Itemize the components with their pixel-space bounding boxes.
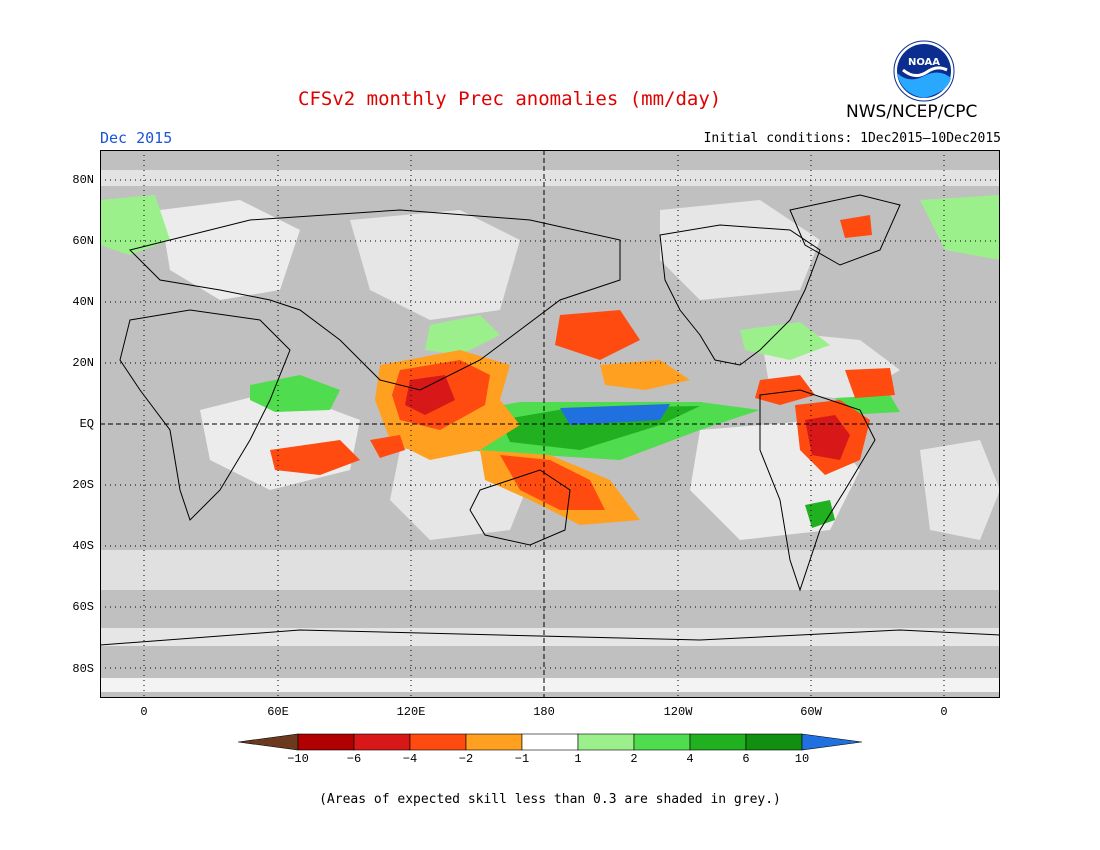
- month-label: Dec 2015: [100, 129, 173, 147]
- north-pacific-dry: [555, 310, 640, 360]
- lat-label: EQ: [79, 417, 94, 431]
- greenland-coast: [789, 194, 901, 266]
- colorbar-segment: [689, 733, 747, 751]
- lon-label: 120E: [396, 705, 426, 719]
- colorbar-label: 1: [574, 752, 582, 766]
- skill-footnote: (Areas of expected skill less than 0.3 a…: [319, 792, 781, 807]
- lon-label: 0: [940, 705, 948, 719]
- colorbar-segment: [633, 733, 691, 751]
- colorbar-label: −4: [402, 752, 418, 766]
- reference-lines: [100, 150, 1000, 698]
- southern-africa-dry: [270, 440, 360, 475]
- colorbar-label: −10: [287, 752, 309, 766]
- africa-coast: [119, 309, 291, 521]
- north-america-coast: [659, 224, 821, 366]
- lat-label: 40S: [72, 539, 94, 553]
- precipitation-anomaly-map: [100, 150, 1000, 698]
- colorbar-segment: [409, 733, 467, 751]
- caribbean-dry: [755, 375, 815, 405]
- west-pacific-north-wet: [425, 315, 500, 355]
- colorbar-label: 6: [742, 752, 750, 766]
- colorbar-label: 2: [630, 752, 638, 766]
- skill-white-areas: [100, 170, 1000, 692]
- colorbar-segment: [745, 733, 803, 751]
- colorbar-segment: [238, 733, 299, 751]
- graticule: [100, 150, 1000, 698]
- india-ocean-dry: [370, 435, 405, 458]
- eurasia-coast: [129, 209, 621, 391]
- central-pacific-max: [560, 404, 670, 425]
- colorbar-label: −6: [346, 752, 362, 766]
- lon-label: 120W: [663, 705, 693, 719]
- lat-label: 80N: [72, 173, 94, 187]
- colorbar-label: −1: [514, 752, 530, 766]
- lon-label: 180: [533, 705, 555, 719]
- colorbar-segment: [353, 733, 411, 751]
- lat-label: 80S: [72, 662, 94, 676]
- map-frame: [100, 150, 1000, 698]
- lat-label: 40N: [72, 295, 94, 309]
- colorbar-segment: [297, 733, 355, 751]
- coastlines: [100, 194, 1000, 646]
- colorbar-segment: [577, 733, 635, 751]
- greenland-dry: [840, 215, 872, 238]
- antarctica-coast: [100, 629, 1000, 646]
- australia-coast: [469, 469, 571, 546]
- atlantic-dry: [845, 368, 895, 398]
- north-pacific-dry-east: [600, 360, 690, 390]
- lon-label: 60W: [800, 705, 822, 719]
- north-atlantic-wet: [740, 322, 830, 360]
- initial-conditions-label: Initial conditions: 1Dec2015–10Dec2015: [703, 131, 1001, 146]
- spcz-dry-core: [500, 455, 605, 510]
- colorbar-segment: [521, 733, 579, 751]
- lat-label: 20S: [72, 478, 94, 492]
- colorbar: [238, 733, 862, 751]
- colorbar-label: −2: [458, 752, 474, 766]
- colorbar-segment: [801, 733, 862, 751]
- dry-anomaly-areas: [270, 215, 895, 525]
- southwest-atlantic-wet: [805, 500, 835, 528]
- colorbar-label: 4: [686, 752, 694, 766]
- lat-label: 20N: [72, 356, 94, 370]
- amazon-dry-max: [805, 415, 850, 460]
- indian-ocean-wet: [250, 375, 340, 412]
- lon-label: 60E: [267, 705, 289, 719]
- colorbar-segment: [465, 733, 523, 751]
- arctic-europe-wet-right: [920, 195, 1000, 260]
- chart-title: CFSv2 monthly Prec anomalies (mm/day): [298, 88, 722, 110]
- lat-label: 60N: [72, 234, 94, 248]
- lat-label: 60S: [72, 600, 94, 614]
- colorbar-label: 10: [794, 752, 810, 766]
- arctic-europe-wet: [100, 195, 170, 255]
- lon-label: 0: [140, 705, 148, 719]
- svg-text:NOAA: NOAA: [908, 57, 940, 68]
- maritime-continent-dry-max: [405, 375, 455, 415]
- noaa-logo: NOAA: [893, 40, 955, 102]
- south-america-coast: [759, 389, 876, 592]
- agency-label: NWS/NCEP/CPC: [846, 102, 978, 122]
